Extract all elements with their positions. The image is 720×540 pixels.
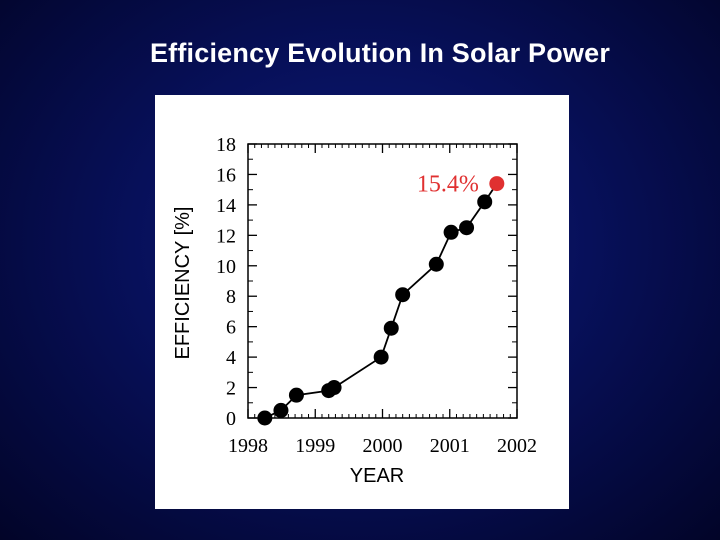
y-axis-label: EFFICIENCY [%] xyxy=(172,207,194,360)
x-tick-label: 1998 xyxy=(228,435,268,457)
y-tick-label: 18 xyxy=(216,134,236,156)
data-point xyxy=(326,380,342,396)
y-tick-label: 8 xyxy=(226,286,236,308)
data-point xyxy=(373,349,389,365)
x-tick-label: 2001 xyxy=(430,435,470,457)
data-point xyxy=(257,410,273,426)
y-tick-label: 2 xyxy=(226,378,236,400)
y-tick-label: 14 xyxy=(216,195,236,217)
data-point xyxy=(288,387,304,403)
data-point xyxy=(273,402,289,418)
y-tick-label: 10 xyxy=(216,256,236,278)
x-tick-label: 2002 xyxy=(497,435,537,457)
slide-title: Efficiency Evolution In Solar Power xyxy=(149,38,611,68)
y-tick-label: 4 xyxy=(226,347,236,369)
data-point xyxy=(477,194,493,210)
x-tick-label: 1999 xyxy=(295,435,335,457)
data-point xyxy=(459,220,475,236)
y-tick-label: 12 xyxy=(216,225,236,247)
data-point xyxy=(395,287,411,303)
efficiency-chart: EFFICIENCY [%] YEAR 0 2 4 6 8 10 12 14 16 18 1998 1… xyxy=(172,134,537,487)
annotation-label: 15.4% xyxy=(417,172,479,198)
data-point xyxy=(383,320,399,336)
x-axis-label: YEAR xyxy=(350,465,404,487)
highlight-data-point xyxy=(489,176,505,192)
data-point xyxy=(443,224,459,240)
efficiency-line xyxy=(264,183,498,419)
chart-panel: EFFICIENCY [%] YEAR 0 2 4 6 8 10 12 14 16 18 1998 1… xyxy=(155,95,569,509)
x-tick-label: 2000 xyxy=(363,435,403,457)
y-tick-label: 6 xyxy=(226,317,236,339)
data-point xyxy=(428,256,444,272)
y-tick-label: 0 xyxy=(226,408,236,430)
y-tick-label: 16 xyxy=(216,164,236,186)
